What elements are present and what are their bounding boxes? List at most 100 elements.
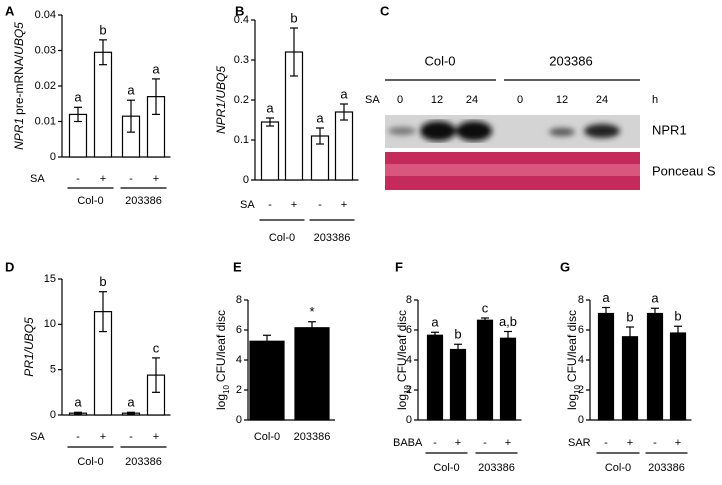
treatment-label: SA: [30, 173, 45, 185]
significance-letter: a: [127, 83, 135, 98]
group-label: 203386: [478, 462, 515, 474]
treatment-sign: +: [455, 437, 461, 449]
blot-time: 24: [466, 94, 478, 106]
significance-letter: b: [99, 22, 106, 37]
y-axis-label: log10 CFU/leaf disc: [565, 310, 581, 410]
treatment-sign: -: [76, 431, 80, 443]
y-tick-label: 4: [406, 354, 412, 366]
y-tick-label: 8: [236, 294, 242, 306]
bar: [249, 340, 285, 421]
bar: [334, 111, 354, 181]
y-axis-label-part: pre-mRNA/: [12, 54, 26, 115]
y-axis-label-part: CFU/leaf disc: [565, 310, 579, 382]
treatment-label: SA: [240, 199, 255, 211]
significance-letter: a: [74, 395, 82, 410]
treatment-sign: +: [341, 199, 347, 211]
significance-letter: a: [602, 290, 610, 305]
y-axis-label-part: UBQ5: [12, 22, 26, 55]
y-tick-label: 2: [406, 384, 412, 396]
treatment-sign: +: [505, 437, 511, 449]
treatment-sign: -: [129, 431, 133, 443]
significance-letter: c: [482, 300, 489, 315]
significance-letter: c: [153, 340, 160, 355]
y-tick-label: 0.3: [234, 54, 249, 66]
significance-letter: *: [309, 304, 314, 319]
panel-label: D: [5, 259, 14, 274]
treatment-sign: -: [433, 437, 437, 449]
y-tick-label: 0.02: [35, 80, 56, 92]
y-tick-label: 0: [243, 174, 249, 186]
group-label: 203386: [125, 456, 162, 468]
y-tick-label: 0: [406, 414, 412, 426]
blot-time: 0: [397, 94, 403, 106]
treatment-sign: +: [100, 173, 106, 185]
group-label: 203386: [125, 195, 162, 207]
bar: [93, 51, 113, 158]
bar: [426, 334, 444, 421]
group-label: Col-0: [77, 195, 103, 207]
group-label: 203386: [648, 462, 685, 474]
y-axis-label-part: 10: [573, 385, 582, 394]
treatment-sign: -: [76, 173, 80, 185]
y-tick-label: 4: [578, 354, 584, 366]
y-tick-label: 0.03: [35, 44, 56, 56]
y-tick-label: 0.2: [234, 94, 249, 106]
y-axis-label-part: 10: [222, 385, 231, 394]
panel-label: A: [5, 3, 15, 18]
y-axis-label-part: log: [214, 394, 228, 410]
blot-treatment: SA: [365, 94, 380, 106]
blot-row-label: Ponceau S: [652, 163, 716, 178]
y-axis-label-part: log: [395, 394, 409, 410]
panel-label: B: [235, 3, 244, 18]
treatment-label: BABA: [393, 437, 423, 449]
treatment-sign: +: [153, 173, 159, 185]
significance-letter: b: [99, 274, 106, 289]
y-tick-label: 10: [44, 318, 56, 330]
panel-label: E: [233, 259, 242, 274]
significance-letter: a: [431, 315, 439, 330]
treatment-label: SAR: [568, 437, 591, 449]
y-tick-label: 15: [44, 273, 56, 285]
significance-letter: a,b: [499, 314, 517, 329]
panel-label: F: [395, 259, 403, 274]
blot-time: 0: [517, 94, 523, 106]
significance-letter: b: [454, 327, 461, 342]
significance-letter: a: [651, 291, 659, 306]
bar: [294, 327, 330, 421]
treatment-label: SA: [30, 431, 45, 443]
blot-group: 203386: [549, 53, 592, 68]
y-tick-label: 0.4: [234, 14, 249, 26]
y-tick-label: 0: [578, 414, 584, 426]
treatment-sign: -: [653, 437, 657, 449]
treatment-sign: +: [627, 437, 633, 449]
bar: [669, 332, 687, 421]
bar: [260, 121, 280, 181]
group-label: Col-0: [77, 456, 103, 468]
panel-label: G: [560, 259, 570, 274]
y-axis-label: NPR1/UBQ5: [214, 66, 228, 134]
x-tick-label: Col-0: [254, 431, 280, 443]
y-tick-label: 2: [578, 384, 584, 396]
y-tick-label: 8: [578, 294, 584, 306]
blot-unit: h: [652, 94, 658, 106]
y-axis-label-part: 10: [403, 385, 412, 394]
blot-time: 24: [596, 94, 608, 106]
significance-letter: a: [266, 100, 274, 115]
y-axis-label: NPR1 pre-mRNA/UBQ5: [12, 22, 26, 150]
y-tick-label: 0: [236, 414, 242, 426]
bar: [476, 319, 494, 421]
significance-letter: a: [74, 90, 82, 105]
blot-time: 12: [556, 94, 568, 106]
y-tick-label: 4: [236, 354, 242, 366]
y-tick-label: 0.04: [35, 9, 56, 21]
treatment-sign: +: [153, 431, 159, 443]
y-tick-label: 6: [236, 324, 242, 336]
bar: [646, 312, 664, 421]
treatment-sign: +: [675, 437, 681, 449]
significance-letter: a: [127, 395, 135, 410]
y-tick-label: 0.1: [234, 134, 249, 146]
panel-label: C: [380, 3, 390, 18]
group-label: Col-0: [269, 232, 295, 244]
significance-letter: a: [340, 86, 348, 101]
